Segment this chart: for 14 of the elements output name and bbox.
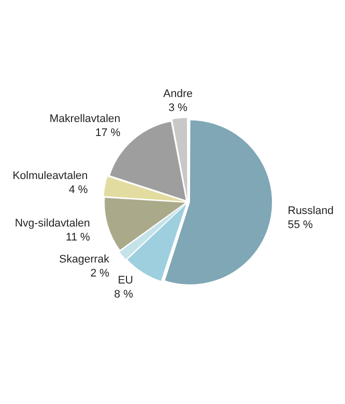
data-label: 17 % [95, 126, 121, 139]
slice-label: Nvg-sildavtalen [14, 217, 90, 230]
slice-label: Andre [163, 88, 193, 100]
slice-label: Skagerrak [59, 254, 110, 266]
slice-label: Kolmuleavtalen [12, 170, 88, 182]
slice-label: EU [118, 274, 134, 287]
data-label: 3 % [168, 102, 188, 114]
data-label: 2 % [90, 268, 110, 280]
slice-label: Makrellavtalen [49, 112, 120, 125]
data-label: 4 % [68, 184, 88, 196]
data-label: 55 % [288, 218, 314, 231]
data-label: 8 % [114, 288, 134, 301]
data-label: 11 % [66, 231, 90, 244]
slice-label: Russland [288, 204, 334, 217]
